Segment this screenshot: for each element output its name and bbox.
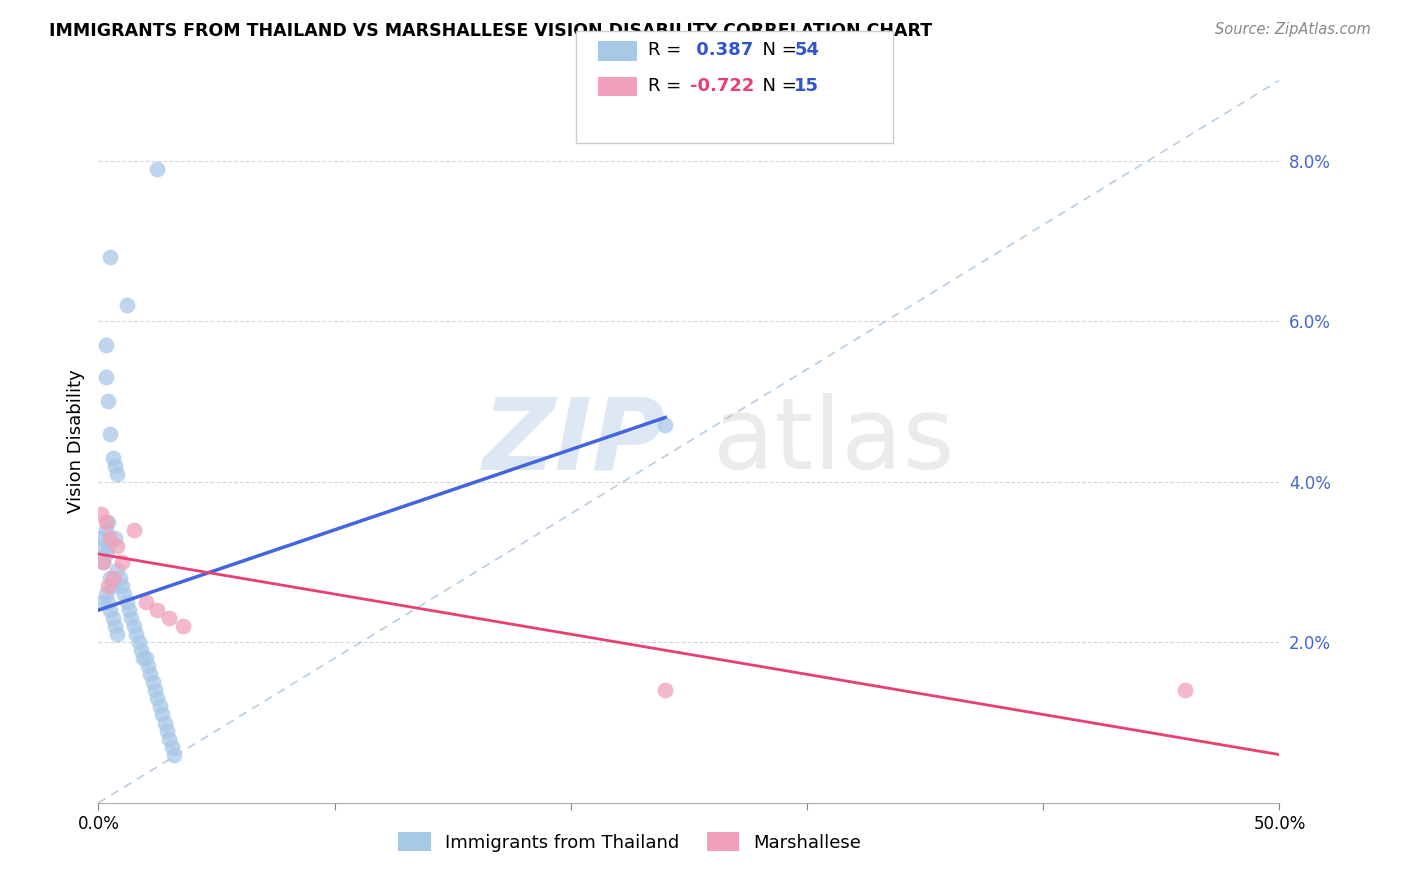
Point bbox=[132, 651, 155, 665]
Point bbox=[94, 338, 117, 352]
Point bbox=[163, 747, 186, 762]
Point bbox=[104, 619, 127, 633]
Point bbox=[142, 675, 165, 690]
Point bbox=[91, 595, 114, 609]
Text: 54: 54 bbox=[794, 41, 820, 59]
Point bbox=[112, 587, 135, 601]
Point bbox=[90, 531, 112, 545]
Point bbox=[98, 571, 121, 585]
Point bbox=[97, 515, 120, 529]
Y-axis label: Vision Disability: Vision Disability bbox=[66, 369, 84, 514]
Point bbox=[143, 683, 166, 698]
Point bbox=[104, 531, 127, 545]
Point bbox=[121, 611, 143, 625]
Point bbox=[94, 515, 117, 529]
Point bbox=[101, 579, 124, 593]
Point bbox=[97, 595, 120, 609]
Point bbox=[654, 418, 676, 433]
Point bbox=[172, 619, 194, 633]
Point bbox=[118, 603, 141, 617]
Point bbox=[129, 643, 152, 657]
Text: 0.387: 0.387 bbox=[690, 41, 754, 59]
Text: R =: R = bbox=[648, 77, 688, 95]
Point bbox=[101, 611, 124, 625]
Point bbox=[98, 603, 121, 617]
Point bbox=[97, 539, 120, 553]
Point bbox=[98, 426, 121, 441]
Point bbox=[94, 547, 117, 561]
Point bbox=[115, 298, 138, 312]
Point bbox=[97, 579, 120, 593]
Point bbox=[150, 707, 173, 722]
Point bbox=[94, 587, 117, 601]
Point bbox=[135, 595, 157, 609]
Point bbox=[1174, 683, 1197, 698]
Text: -0.722: -0.722 bbox=[690, 77, 755, 95]
Point bbox=[146, 691, 169, 706]
Point bbox=[146, 603, 169, 617]
Legend: Immigrants from Thailand, Marshallese: Immigrants from Thailand, Marshallese bbox=[391, 825, 869, 859]
Point bbox=[157, 611, 180, 625]
Point bbox=[122, 523, 145, 537]
Text: 15: 15 bbox=[794, 77, 820, 95]
Point bbox=[157, 731, 180, 746]
Point bbox=[139, 667, 162, 681]
Point bbox=[146, 161, 169, 176]
Point bbox=[98, 250, 121, 264]
Point bbox=[122, 619, 145, 633]
Text: atlas: atlas bbox=[713, 393, 955, 490]
Point bbox=[105, 563, 128, 577]
Point bbox=[654, 683, 676, 698]
Point bbox=[128, 635, 150, 649]
Point bbox=[108, 571, 131, 585]
Text: N =: N = bbox=[751, 41, 803, 59]
Point bbox=[156, 723, 179, 738]
Text: IMMIGRANTS FROM THAILAND VS MARSHALLESE VISION DISABILITY CORRELATION CHART: IMMIGRANTS FROM THAILAND VS MARSHALLESE … bbox=[49, 22, 932, 40]
Text: R =: R = bbox=[648, 41, 688, 59]
Point bbox=[91, 555, 114, 569]
Point bbox=[125, 627, 148, 641]
Point bbox=[94, 370, 117, 384]
Point bbox=[91, 555, 114, 569]
Point bbox=[105, 627, 128, 641]
Point bbox=[90, 507, 112, 521]
Point bbox=[94, 523, 117, 537]
Point bbox=[105, 467, 128, 481]
Point bbox=[111, 555, 134, 569]
Point bbox=[111, 579, 134, 593]
Point bbox=[91, 539, 114, 553]
Point bbox=[104, 458, 127, 473]
Point bbox=[97, 394, 120, 409]
Point bbox=[101, 450, 124, 465]
Point bbox=[115, 595, 138, 609]
Point bbox=[136, 659, 159, 673]
Point bbox=[149, 699, 172, 714]
Point bbox=[101, 571, 124, 585]
Point bbox=[135, 651, 157, 665]
Point bbox=[105, 539, 128, 553]
Point bbox=[153, 715, 176, 730]
Text: N =: N = bbox=[751, 77, 803, 95]
Point bbox=[98, 531, 121, 545]
Point bbox=[160, 739, 183, 754]
Text: ZIP: ZIP bbox=[482, 393, 665, 490]
Text: Source: ZipAtlas.com: Source: ZipAtlas.com bbox=[1215, 22, 1371, 37]
